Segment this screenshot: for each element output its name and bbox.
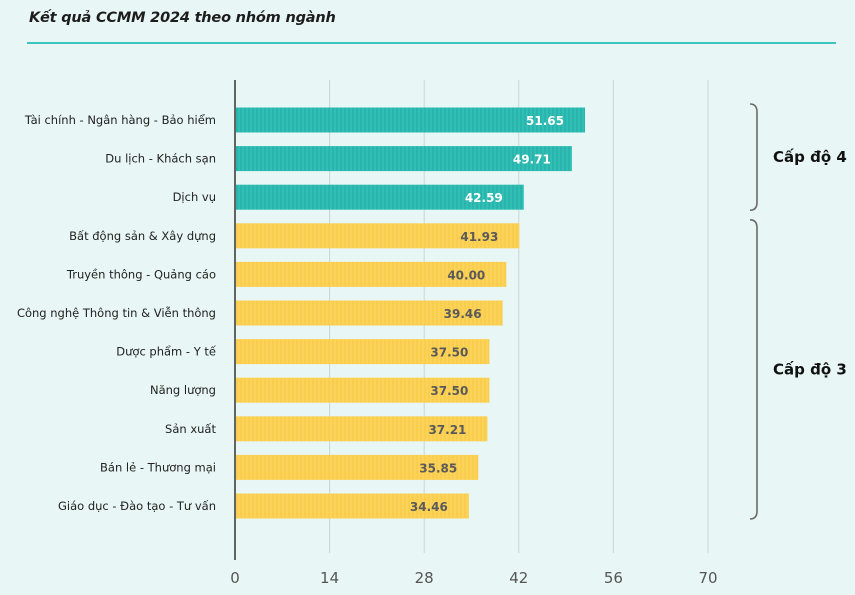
bar bbox=[236, 107, 586, 133]
value-label: 37.50 bbox=[430, 384, 468, 398]
x-tick-label: 56 bbox=[604, 569, 623, 587]
x-tick-label: 14 bbox=[320, 569, 339, 587]
value-label: 41.93 bbox=[460, 230, 498, 244]
x-tick-label: 70 bbox=[698, 569, 717, 587]
bar bbox=[236, 416, 488, 442]
bar bbox=[236, 261, 507, 287]
category-label: Sản xuất bbox=[165, 422, 216, 436]
category-label: Giáo dục - Đào tạo - Tư vấn bbox=[58, 499, 216, 513]
category-label: Bán lẻ - Thương mại bbox=[100, 460, 216, 474]
bar bbox=[236, 339, 490, 365]
bar bbox=[236, 184, 524, 210]
axis: 0 14 28 42 56 70 bbox=[230, 80, 718, 587]
bar bbox=[236, 377, 490, 403]
category-label: Dược phẩm - Y tế bbox=[116, 345, 217, 359]
value-label: 40.00 bbox=[447, 268, 485, 282]
title-divider bbox=[27, 42, 836, 44]
bar bbox=[236, 223, 520, 249]
group-brackets: Cấp độ 4 Cấp độ 3 bbox=[749, 103, 847, 520]
category-label: Tài chính - Ngân hàng - Bảo hiểm bbox=[24, 113, 216, 127]
group-bracket bbox=[749, 103, 758, 211]
bar bbox=[236, 454, 479, 480]
value-label: 49.71 bbox=[513, 153, 551, 167]
bars: Tài chính - Ngân hàng - Bảo hiểm 51.65 Du … bbox=[17, 107, 586, 519]
x-tick-label: 0 bbox=[230, 569, 240, 587]
category-label: Năng lượng bbox=[150, 383, 216, 397]
bar bbox=[236, 146, 572, 172]
category-label: Dịch vụ bbox=[173, 190, 216, 204]
bar bbox=[236, 493, 469, 519]
value-label: 42.59 bbox=[465, 191, 503, 205]
value-label: 37.21 bbox=[428, 423, 466, 437]
value-label: 39.46 bbox=[444, 307, 482, 321]
value-label: 34.46 bbox=[410, 500, 448, 514]
group-label: Cấp độ 4 bbox=[773, 148, 847, 166]
category-label: Bất động sản & Xây dựng bbox=[69, 229, 216, 243]
x-tick-label: 28 bbox=[415, 569, 434, 587]
value-label: 51.65 bbox=[526, 114, 564, 128]
category-label: Công nghệ Thông tin & Viễn thông bbox=[17, 306, 216, 320]
x-tick-label: 42 bbox=[509, 569, 528, 587]
category-label: Du lịch - Khách sạn bbox=[105, 152, 216, 166]
category-label: Truyền thông - Quảng cáo bbox=[66, 267, 216, 281]
group-label: Cấp độ 3 bbox=[773, 360, 847, 378]
value-label: 35.85 bbox=[419, 461, 457, 475]
group-bracket bbox=[749, 219, 758, 520]
bar bbox=[236, 300, 503, 326]
chart-title: Kết quả CCMM 2024 theo nhóm ngành bbox=[29, 10, 336, 26]
value-label: 37.50 bbox=[430, 346, 468, 360]
